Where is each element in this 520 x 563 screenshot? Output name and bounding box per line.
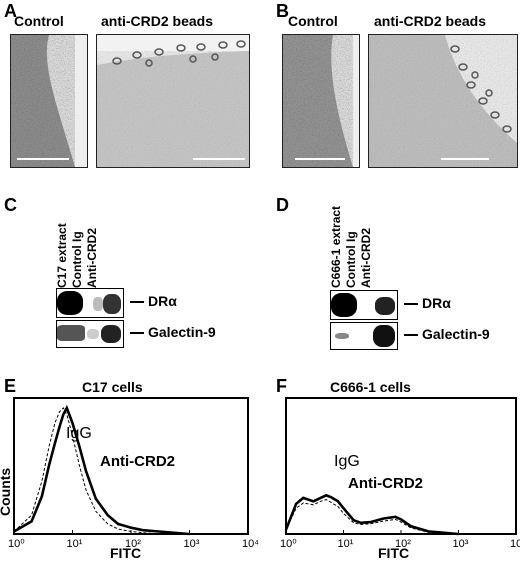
panel-c-label: C: [4, 195, 17, 215]
chart-f: C666-1 cells 10⁰ 10¹ 10² 10³ 10⁴ IgG Anti-CR…: [280, 379, 520, 561]
chart-f-title: C666-1 cells: [330, 379, 411, 395]
chart-e-series-igg: [13, 407, 190, 535]
panel-a-treated-micrograph: [96, 34, 250, 168]
panel-d-lane-3: Anti-CRD2: [359, 228, 373, 288]
panel-a-treated-title: anti-CRD2 beads: [101, 13, 214, 29]
chart-f-series-anti-crd2: [284, 493, 459, 536]
chart-e-title: C17 cells: [82, 379, 143, 395]
panel-f-label: F: [276, 376, 287, 396]
panel-e-label: E: [4, 376, 17, 396]
panel-c-lane-3: Anti-CRD2: [85, 228, 99, 288]
chart-f-tick-label-2: 10²: [395, 538, 411, 550]
panel-d-lane-2: Control Ig: [344, 231, 358, 288]
chart-f-xlabel: FITC: [378, 545, 409, 561]
panel-c-blot-dra: [56, 288, 124, 318]
panel-c-lane-1: C17 extract: [55, 223, 69, 288]
panel-b-control-micrograph: [282, 34, 360, 168]
chart-e-tick-label-0: 10⁰: [8, 538, 25, 550]
panel-a-control-title: Control: [14, 13, 64, 29]
chart-e: C17 cells Counts 10⁰ 10¹ 10² 10³ 10⁴ IgG Ant…: [0, 379, 259, 561]
panel-d-band-galectin: Galectin-9: [422, 326, 490, 342]
chart-f-tick-label-1: 10¹: [338, 538, 354, 550]
chart-f-tick-label-0: 10⁰: [280, 538, 297, 550]
panel-c-band-galectin: Galectin-9: [148, 324, 216, 340]
panel-d-blot-dra: [330, 290, 398, 320]
chart-e-tick-label-1: 10¹: [67, 538, 83, 550]
chart-e-tick-label-2: 10²: [125, 538, 141, 550]
chart-e-tick-label-4: 10⁴: [242, 538, 259, 550]
panel-a-label: A: [4, 1, 17, 21]
panel-b-label: B: [276, 1, 289, 21]
panel-d-blot-galectin: [330, 322, 398, 350]
chart-f-series-igg: [285, 499, 459, 535]
chart-f-annotation-anticrd2: Anti-CRD2: [348, 475, 423, 492]
chart-e-tick-label-3: 10³: [184, 538, 200, 550]
panel-a-control-micrograph: [10, 34, 88, 168]
chart-f-tick-label-4: 10⁴: [510, 538, 520, 550]
panel-b-treated-micrograph: [368, 34, 518, 168]
panel-d-lane-1: C666-1 extract: [329, 205, 343, 288]
chart-e-ylabel: Counts: [0, 468, 13, 516]
panel-b-treated-title: anti-CRD2 beads: [374, 13, 487, 29]
panel-d-label: D: [276, 195, 289, 215]
panel-c-band-dra: DRα: [148, 293, 177, 309]
chart-e-annotation-igg: IgG: [66, 425, 92, 442]
chart-e-annotation-anticrd2: Anti-CRD2: [100, 453, 175, 470]
chart-f-annotation-igg: IgG: [334, 453, 360, 470]
panel-c-lane-2: Control Ig: [70, 231, 84, 288]
chart-e-xlabel: FITC: [110, 545, 141, 561]
panel-d-band-dra: DRα: [422, 295, 451, 311]
chart-f-tick-label-3: 10³: [453, 538, 469, 550]
panel-c-blot-galectin: [56, 320, 124, 348]
panel-b-control-title: Control: [288, 13, 338, 29]
chart-e-series-anti-crd2: [13, 404, 190, 536]
